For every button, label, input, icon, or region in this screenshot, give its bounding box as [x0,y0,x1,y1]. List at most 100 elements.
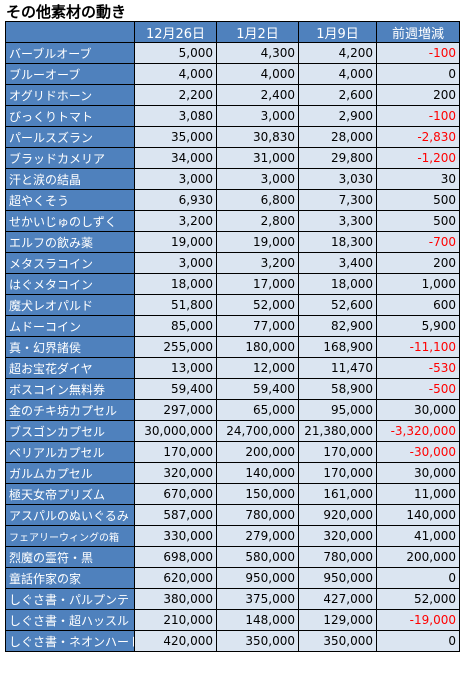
price-jan2-cell: 580,000 [216,546,299,568]
price-jan2-cell: 780,000 [216,504,299,526]
price-jan9-cell: 168,900 [298,336,377,358]
item-name-cell: ガルムカプセル [5,462,135,484]
item-name-cell: はぐメタコイン [5,273,135,295]
price-jan2-cell: 180,000 [216,336,299,358]
header-date-3: 1月9日 [298,21,377,43]
table-row: 汗と涙の結晶 3,000 3,000 3,030 30 [5,168,460,190]
price-jan2-cell: 52,000 [216,294,299,316]
item-name-cell: 極天女帝プリズム [5,483,135,505]
weekly-change-cell: -3,320,000 [376,420,460,442]
item-name-cell: アスパルのぬいぐるみ [5,504,135,526]
table-row: バーブルオーブ 5,000 4,300 4,200 -100 [5,42,460,64]
weekly-change-cell: -700 [376,231,460,253]
weekly-change-cell: 41,000 [376,525,460,547]
price-dec26-cell: 297,000 [134,399,217,421]
price-jan9-cell: 320,000 [298,525,377,547]
price-dec26-cell: 18,000 [134,273,217,295]
header-date-1: 12月26日 [134,21,217,43]
weekly-change-cell: 0 [376,63,460,85]
item-name-cell: ブスゴンカプセル [5,420,135,442]
price-jan2-cell: 3,200 [216,252,299,274]
table-row: ブルーオーブ 4,000 4,000 4,000 0 [5,63,460,85]
page-title: その他素材の動き [6,3,127,21]
price-dec26-cell: 85,000 [134,315,217,337]
price-dec26-cell: 3,080 [134,105,217,127]
item-name-cell: オグリドホーン [5,84,135,106]
price-table: 12月26日 1月2日 1月9日 前週増減 バーブルオーブ 5,000 4,300 4… [5,21,460,652]
price-jan2-cell: 2,400 [216,84,299,106]
table-row: 金のチキ坊カプセル 297,000 65,000 95,000 30,000 [5,399,460,421]
item-name-cell: 魔犬レオパルド [5,294,135,316]
price-jan2-cell: 2,800 [216,210,299,232]
weekly-change-cell: 200 [376,84,460,106]
weekly-change-cell: 600 [376,294,460,316]
price-jan2-cell: 17,000 [216,273,299,295]
item-name-cell: 真・幻界諸侯 [5,336,135,358]
table-row: しぐさ書・パルプンテ 380,000 375,000 427,000 52,000 [5,588,460,610]
price-jan9-cell: 170,000 [298,462,377,484]
price-jan2-cell: 59,400 [216,378,299,400]
weekly-change-cell: -100 [376,42,460,64]
table-row: しぐさ書・超ハッスル 210,000 148,000 129,000 -19,000 [5,609,460,631]
item-name-cell: バーブルオーブ [5,42,135,64]
price-jan2-cell: 3,000 [216,105,299,127]
table-row: パールスズラン 35,000 30,830 28,000 -2,830 [5,126,460,148]
price-jan2-cell: 12,000 [216,357,299,379]
weekly-change-cell: -500 [376,378,460,400]
price-dec26-cell: 19,000 [134,231,217,253]
table-row: エルフの飲み薬 19,000 19,000 18,300 -700 [5,231,460,253]
item-name-cell: ムドーコイン [5,315,135,337]
table-row: オグリドホーン 2,200 2,400 2,600 200 [5,84,460,106]
weekly-change-cell: -19,000 [376,609,460,631]
price-jan9-cell: 170,000 [298,441,377,463]
price-jan9-cell: 920,000 [298,504,377,526]
item-name-cell: 超やくそう [5,189,135,211]
price-jan9-cell: 350,000 [298,630,377,652]
price-jan2-cell: 31,000 [216,147,299,169]
price-dec26-cell: 330,000 [134,525,217,547]
item-name-cell: ブラッドカメリア [5,147,135,169]
item-name-cell: 金のチキ坊カプセル [5,399,135,421]
weekly-change-cell: 0 [376,567,460,589]
price-jan9-cell: 161,000 [298,483,377,505]
item-name-cell: ブルーオーブ [5,63,135,85]
table-row: 真・幻界諸侯 255,000 180,000 168,900 -11,100 [5,336,460,358]
price-jan9-cell: 129,000 [298,609,377,631]
price-jan9-cell: 21,380,000 [298,420,377,442]
price-jan9-cell: 95,000 [298,399,377,421]
price-dec26-cell: 698,000 [134,546,217,568]
item-name-cell: 汗と涙の結晶 [5,168,135,190]
weekly-change-cell: 11,000 [376,483,460,505]
price-jan2-cell: 24,700,000 [216,420,299,442]
price-jan9-cell: 3,300 [298,210,377,232]
item-name-cell: エルフの飲み薬 [5,231,135,253]
price-dec26-cell: 320,000 [134,462,217,484]
weekly-change-cell: 30 [376,168,460,190]
weekly-change-cell: 52,000 [376,588,460,610]
item-name-cell: しぐさ書・パルプンテ [5,588,135,610]
table-row: ブスゴンカプセル 30,000,000 24,700,000 21,380,000 -3… [5,420,460,442]
table-row: ブラッドカメリア 34,000 31,000 29,800 -1,200 [5,147,460,169]
price-jan9-cell: 4,000 [298,63,377,85]
price-jan9-cell: 11,470 [298,357,377,379]
price-jan2-cell: 65,000 [216,399,299,421]
table-row: ムドーコイン 85,000 77,000 82,900 5,900 [5,315,460,337]
price-dec26-cell: 210,000 [134,609,217,631]
table-row: ボスコイン無料券 59,400 59,400 58,900 -500 [5,378,460,400]
price-jan9-cell: 82,900 [298,315,377,337]
price-dec26-cell: 5,000 [134,42,217,64]
weekly-change-cell: 30,000 [376,399,460,421]
table-row: 魔犬レオパルド 51,800 52,000 52,600 600 [5,294,460,316]
weekly-change-cell: 200,000 [376,546,460,568]
price-jan9-cell: 2,900 [298,105,377,127]
weekly-change-cell: 140,000 [376,504,460,526]
table-row: せかいじゅのしずく 3,200 2,800 3,300 500 [5,210,460,232]
price-jan2-cell: 4,300 [216,42,299,64]
price-jan2-cell: 140,000 [216,462,299,484]
price-jan2-cell: 4,000 [216,63,299,85]
price-jan2-cell: 148,000 [216,609,299,631]
weekly-change-cell: -11,100 [376,336,460,358]
price-jan9-cell: 780,000 [298,546,377,568]
price-dec26-cell: 35,000 [134,126,217,148]
table-row: 超やくそう 6,930 6,800 7,300 500 [5,189,460,211]
